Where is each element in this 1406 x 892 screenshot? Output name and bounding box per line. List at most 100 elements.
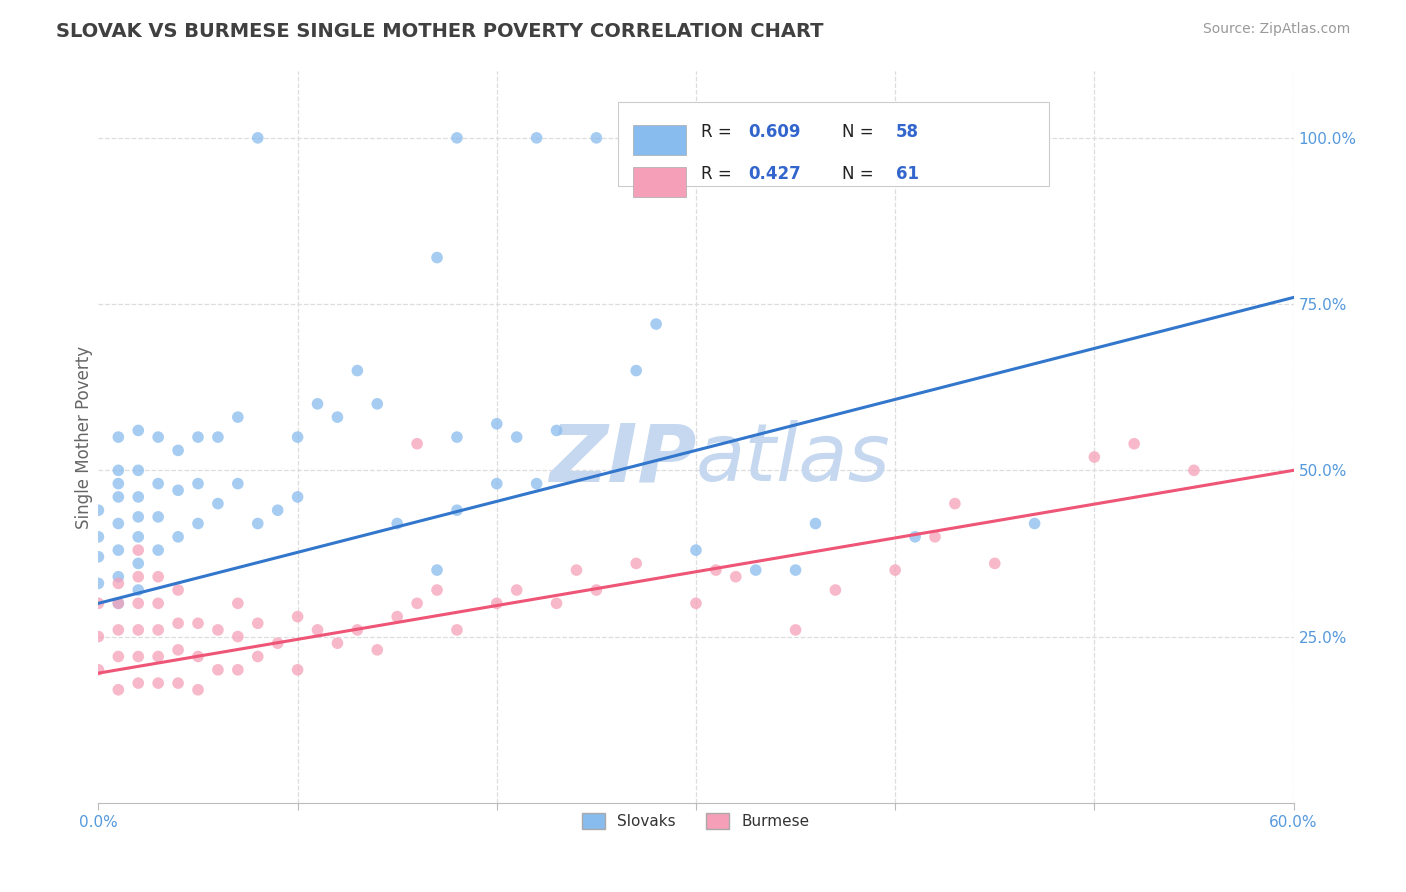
Point [626,557,648,571]
Point [704,563,727,577]
Point [148,623,170,637]
Point [127,509,149,524]
Point [246,616,269,631]
Point [1024,516,1046,531]
Point [148,570,170,584]
Point [485,417,508,431]
Point [127,649,149,664]
Point [287,663,309,677]
Text: R =: R = [700,122,737,141]
Point [167,643,190,657]
Point [546,596,568,610]
Point [187,476,209,491]
Point [107,682,129,697]
Point [107,543,129,558]
Bar [619,102,1049,186]
Point [107,516,129,531]
Point [167,530,190,544]
Point [207,430,229,444]
Point [366,643,388,657]
Point [148,430,170,444]
Point [127,582,149,597]
Point [107,430,129,444]
Point [704,131,727,145]
Point [446,430,468,444]
Point [526,131,548,145]
Point [226,663,249,677]
Point [107,463,129,477]
Point [127,424,149,438]
Text: Source: ZipAtlas.com: Source: ZipAtlas.com [1202,22,1350,37]
Point [127,596,149,610]
Point [724,570,747,584]
Point [745,563,768,577]
Point [804,516,827,531]
Point [148,596,170,610]
Point [107,596,129,610]
Point [506,582,529,597]
Point [645,131,668,145]
Point [585,131,607,145]
Point [207,623,229,637]
Point [1123,436,1146,450]
Point [87,576,110,591]
Text: 61: 61 [896,165,918,183]
Point [1083,450,1105,464]
Point [645,317,668,331]
Point [187,516,209,531]
Point [148,543,170,558]
Point [346,623,368,637]
Point [226,630,249,644]
Point [148,509,170,524]
Point [546,424,568,438]
Point [884,563,907,577]
Point [226,476,249,491]
Text: ZIP: ZIP [548,420,696,498]
Point [326,636,349,650]
Point [426,582,449,597]
Point [246,649,269,664]
Point [943,497,966,511]
Point [785,131,807,145]
Point [187,616,209,631]
Text: SLOVAK VS BURMESE SINGLE MOTHER POVERTY CORRELATION CHART: SLOVAK VS BURMESE SINGLE MOTHER POVERTY … [56,22,824,41]
Point [127,623,149,637]
Point [127,557,149,571]
Point [326,410,349,425]
Bar [633,168,686,196]
Point [385,609,409,624]
Point [148,476,170,491]
Point [785,563,807,577]
Point [226,410,249,425]
Point [446,503,468,517]
Point [148,676,170,690]
Point [127,543,149,558]
Point [246,131,269,145]
Point [87,663,110,677]
Text: 0.427: 0.427 [748,165,801,183]
Point [307,623,329,637]
Point [167,582,190,597]
Point [287,490,309,504]
Point [87,596,110,610]
Point [904,530,927,544]
Point [226,596,249,610]
Point [366,397,388,411]
Point [107,623,129,637]
Point [307,397,329,411]
Point [406,596,429,610]
Point [685,596,707,610]
Point [446,131,468,145]
Point [167,616,190,631]
Point [565,563,588,577]
Y-axis label: Single Mother Poverty: Single Mother Poverty [75,345,93,529]
Point [167,443,190,458]
Point [287,430,309,444]
Point [107,476,129,491]
Point [107,576,129,591]
Bar [633,125,686,154]
Point [167,483,190,498]
Point [785,623,807,637]
Point [187,682,209,697]
Point [1182,463,1205,477]
